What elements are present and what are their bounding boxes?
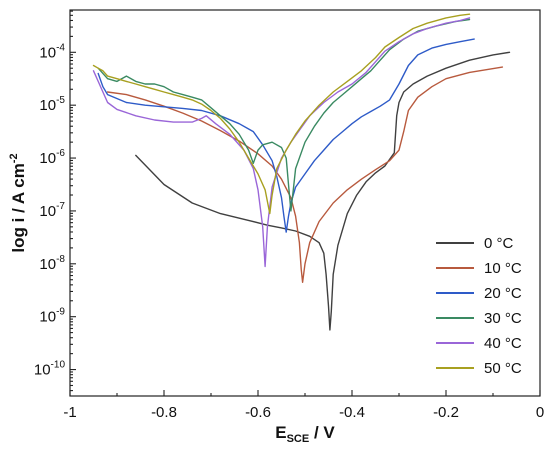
x-axis-title-rest: / V (309, 423, 335, 442)
y-tick-label: 10-10 (34, 360, 66, 379)
y-tick-exponent: -6 (56, 148, 65, 159)
legend-label-10c: 10 °C (484, 260, 522, 277)
x-axis-title-main: E (275, 423, 286, 442)
series-line-30c (97, 18, 471, 212)
series-line-50c (92, 13, 471, 215)
y-axis-title-main: log i / A cm (9, 163, 28, 252)
y-tick-base: 10 (39, 44, 56, 61)
y-tick-exponent: -10 (51, 360, 66, 371)
y-tick-exponent: -7 (56, 201, 65, 212)
plot-area: -1 -0.8 -0.6 -0.4 -0.2 010-1010-910-810-710-6… (34, 9, 544, 421)
series-line-40c (92, 17, 471, 268)
series-layer (92, 13, 511, 331)
y-tick-label: 10-4 (39, 42, 65, 61)
legend-label-20c: 20 °C (484, 285, 522, 302)
x-tick-label: -0.4 (339, 404, 365, 421)
series-line-0c (135, 51, 511, 331)
y-tick-base: 10 (39, 256, 56, 273)
plot-frame (69, 9, 541, 397)
legend: 0 °C 10 °C 20 °C 30 °C 40 °C 50 °C (436, 235, 522, 377)
legend-label-40c: 40 °C (484, 335, 522, 352)
y-tick-base: 10 (39, 203, 56, 220)
legend-label-0c: 0 °C (484, 235, 514, 252)
x-tick-label: 0 (536, 404, 544, 421)
y-tick-base: 10 (39, 97, 56, 114)
x-tick-label: -1 (63, 404, 76, 421)
y-tick-base: 10 (39, 150, 56, 167)
y-axis-title-sup: -2 (8, 153, 20, 163)
y-tick-label: 10-6 (39, 148, 65, 167)
y-tick-label: 10-9 (39, 307, 65, 326)
y-tick-base: 10 (34, 362, 51, 379)
y-tick-exponent: -8 (56, 254, 65, 265)
series-line-10c (106, 66, 504, 283)
x-axis-title-sub: SCE (287, 433, 310, 445)
x-tick-label: -0.6 (245, 404, 271, 421)
x-axis-title: ESCE / V (275, 423, 335, 445)
y-tick-exponent: -5 (56, 95, 65, 106)
legend-label-50c: 50 °C (484, 360, 522, 377)
ticks-layer: -1 -0.8 -0.6 -0.4 -0.2 010-1010-910-810-710-6… (34, 10, 544, 421)
y-tick-base: 10 (39, 309, 56, 326)
y-tick-label: 10-7 (39, 201, 65, 220)
y-tick-label: 10-8 (39, 254, 65, 273)
x-tick-label: -0.2 (433, 404, 459, 421)
x-tick-label: -0.8 (151, 404, 177, 421)
y-tick-exponent: -9 (56, 307, 65, 318)
y-axis-title: log i / A cm-2 (8, 153, 28, 252)
legend-label-30c: 30 °C (484, 310, 522, 327)
y-tick-label: 10-5 (39, 95, 65, 114)
y-tick-exponent: -4 (56, 42, 65, 53)
series-line-20c (97, 38, 475, 233)
